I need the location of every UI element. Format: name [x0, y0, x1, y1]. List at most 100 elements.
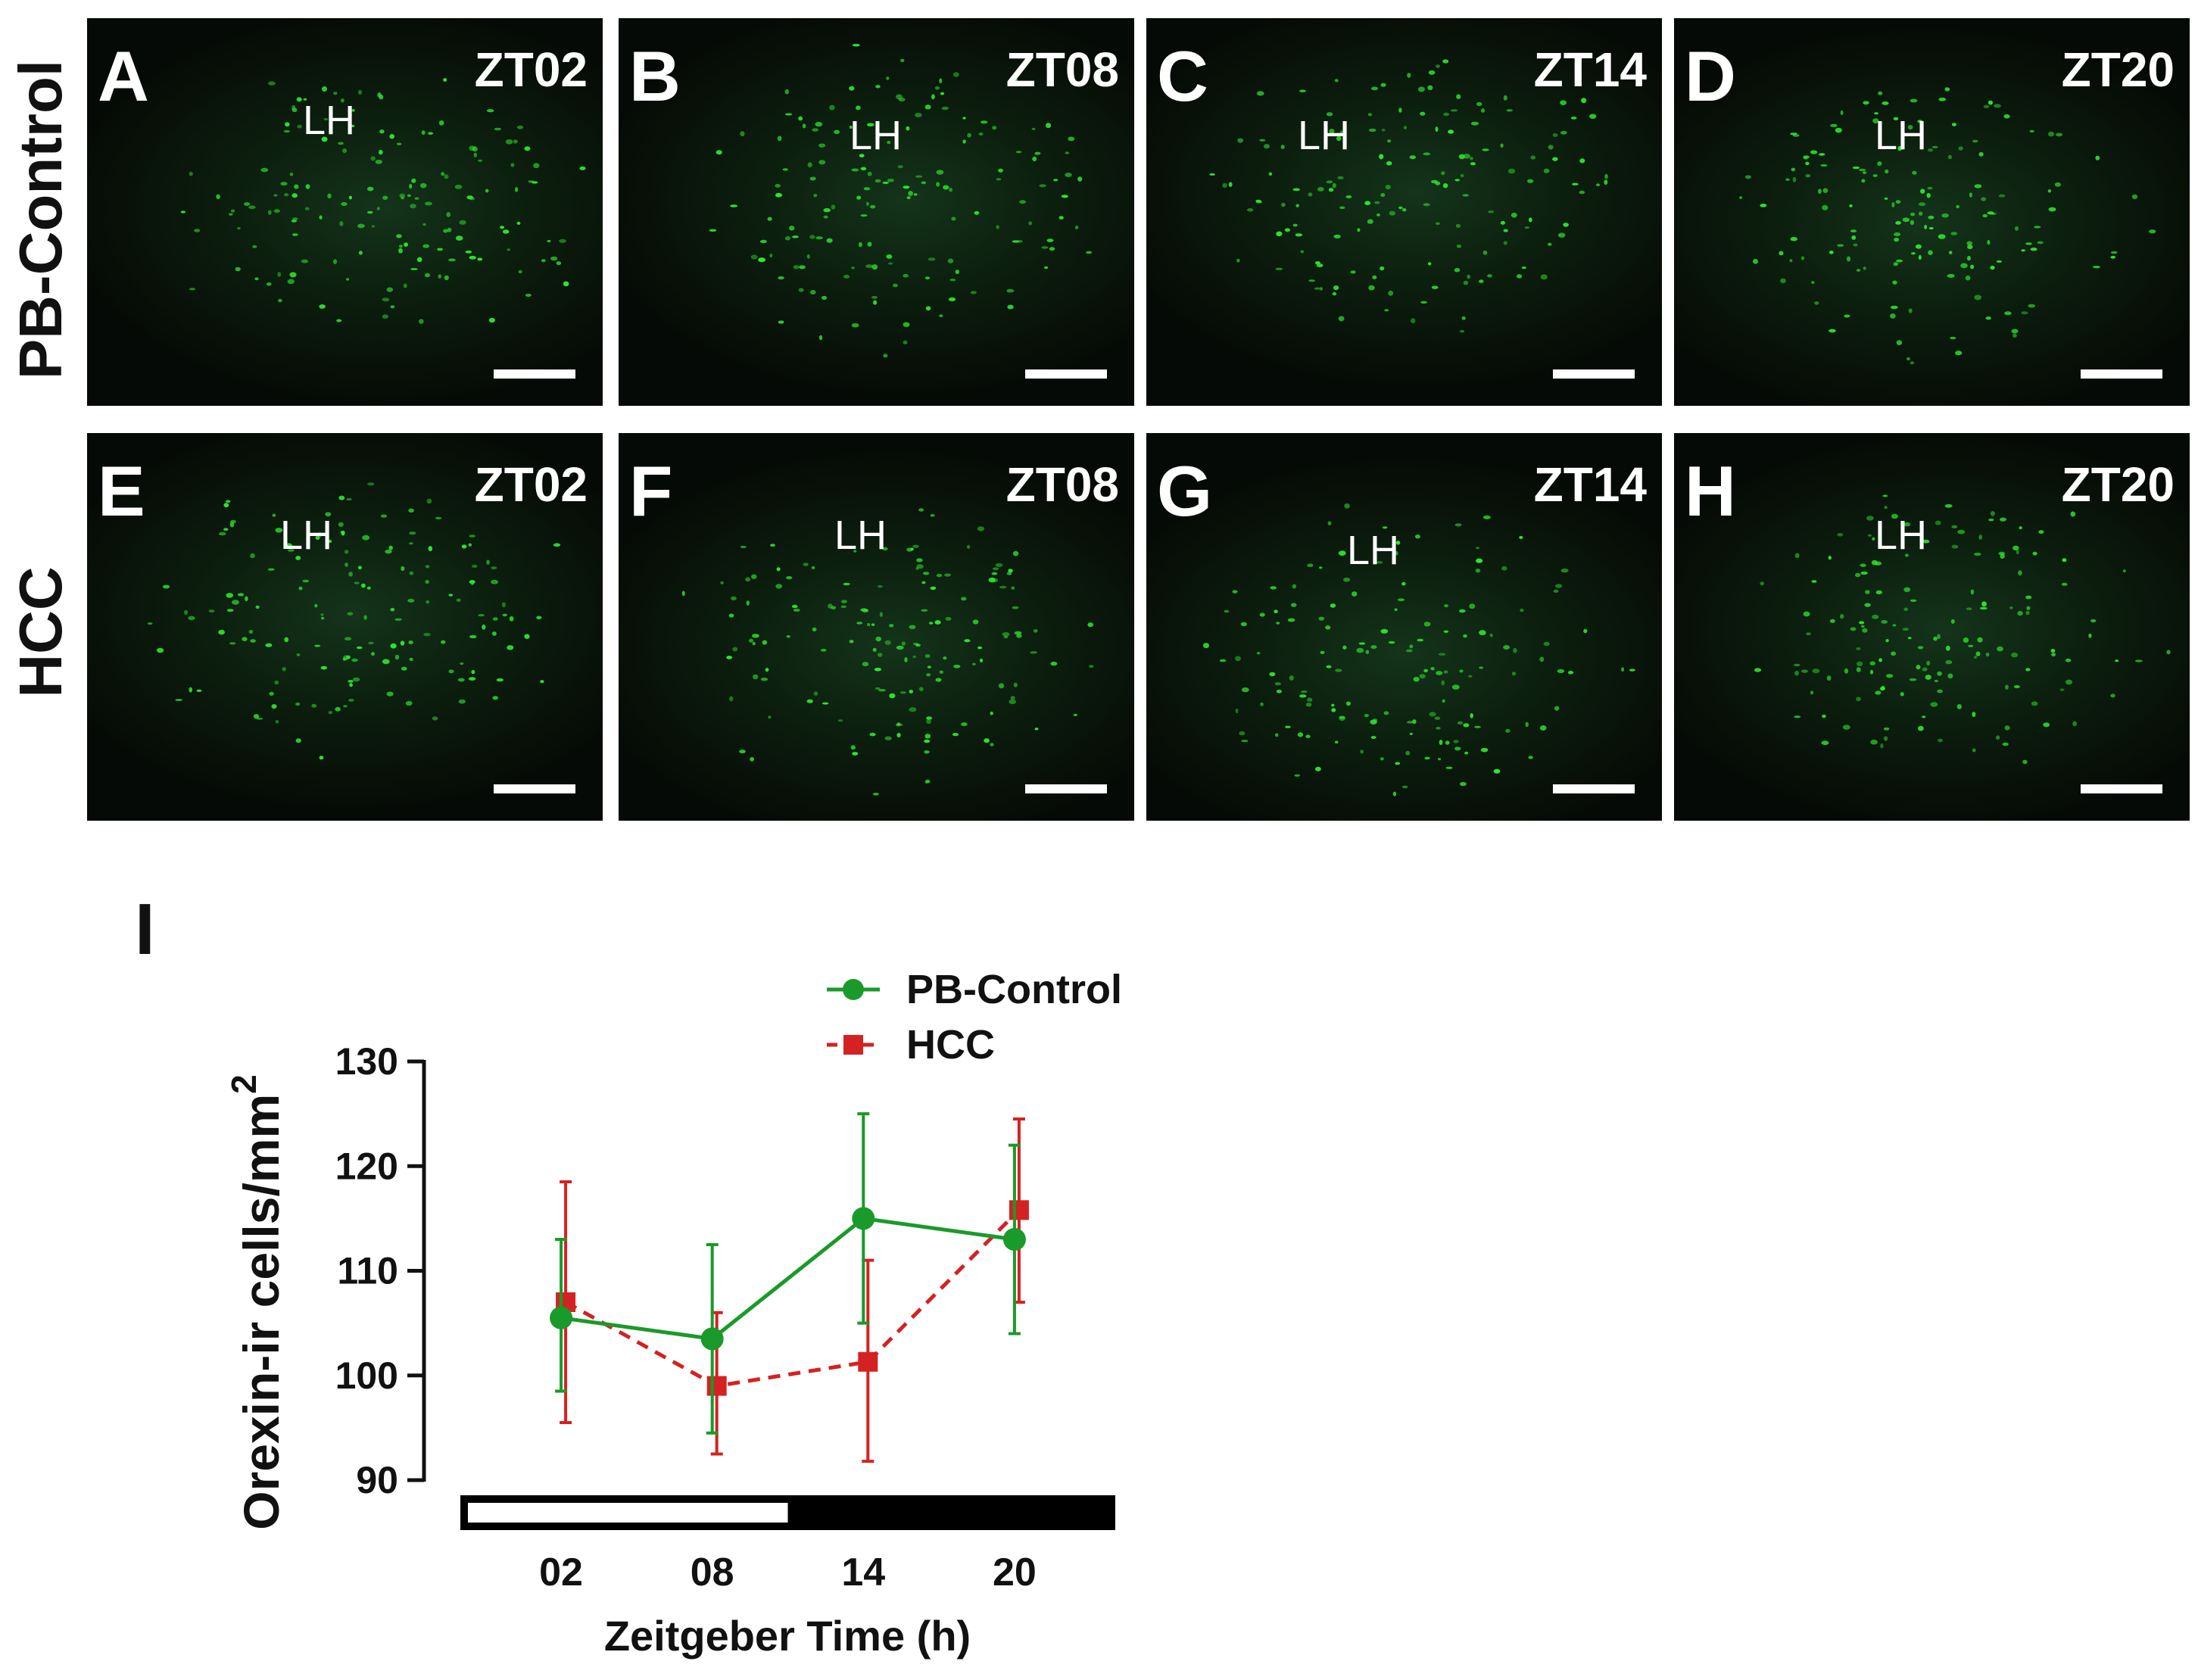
cell-dot: [407, 194, 411, 197]
cell-dot: [799, 265, 806, 270]
cell-dot: [1263, 144, 1270, 149]
cell-dot: [2013, 685, 2020, 688]
cell-dot: [1376, 214, 1380, 217]
cell-dot: [1869, 661, 1875, 665]
cell-dot: [1329, 129, 1335, 134]
series-line-hcc: [564, 1208, 1021, 1389]
cell-dot: [2019, 526, 2022, 530]
cell-dot: [882, 181, 889, 185]
cell-dot: [1459, 329, 1465, 333]
cell-dot: [752, 641, 756, 646]
cell-dot: [921, 181, 926, 185]
cell-dot: [1830, 123, 1838, 127]
cell-dot: [367, 482, 375, 486]
cell-dot: [496, 678, 504, 682]
cell-dot: [370, 652, 376, 656]
cell-dot: [884, 640, 891, 645]
tissue-background: [619, 433, 1134, 821]
cell-dot: [420, 182, 427, 189]
cell-dot: [1476, 101, 1482, 107]
cell-dot: [1443, 630, 1449, 633]
cell-dot: [2029, 129, 2034, 132]
orexin-cells: [1754, 494, 2171, 764]
cell-dot: [1779, 251, 1784, 256]
cell-dot: [1394, 608, 1398, 611]
cell-dot: [1629, 669, 1635, 672]
y-axis-label: Orexin-ir cells/mm2: [224, 1074, 289, 1530]
cell-dot: [1982, 214, 1988, 218]
cell-dot: [271, 704, 277, 709]
cell-dot: [1919, 211, 1923, 216]
cell-dot: [1301, 690, 1308, 694]
cell-dot: [851, 168, 859, 172]
cell-dot: [267, 81, 276, 86]
cell-dot: [943, 185, 949, 190]
cell-dot: [1507, 168, 1516, 174]
cell-dot: [1335, 669, 1342, 672]
cell-dot: [867, 171, 872, 176]
cell-dot: [1376, 560, 1383, 564]
cell-dot: [1398, 206, 1403, 210]
cell-dot: [924, 750, 930, 754]
cell-dot: [1922, 539, 1930, 544]
cell-dot: [459, 220, 466, 225]
cell-dot: [786, 576, 793, 580]
cell-dot: [1893, 262, 1899, 266]
cell-dot: [1402, 208, 1407, 212]
cell-dot: [1388, 290, 1394, 296]
legend-marker-hcc: [843, 1035, 863, 1055]
cell-dot: [1570, 117, 1577, 120]
cell-dot: [1337, 176, 1344, 179]
cell-dot: [2018, 570, 2022, 576]
cell-dot: [952, 733, 959, 737]
cell-dot: [1928, 215, 1935, 220]
cell-dot: [1894, 237, 1900, 242]
cell-dot: [541, 259, 546, 263]
cell-dot: [1560, 100, 1567, 105]
cell-dot: [1488, 210, 1495, 214]
cell-dot: [1328, 188, 1334, 192]
cell-dot: [962, 117, 966, 120]
cell-dot: [1885, 639, 1889, 643]
cell-dot: [409, 571, 414, 575]
cell-dot: [1307, 563, 1314, 567]
cell-dot: [284, 637, 289, 643]
cell-dot: [1990, 265, 1995, 270]
cell-dot: [1973, 553, 1981, 556]
cell-dot: [883, 354, 888, 358]
orexin-cells: [709, 43, 1093, 358]
cell-dot: [936, 182, 940, 187]
cell-dot: [776, 567, 781, 572]
cell-dot: [1326, 665, 1332, 669]
cell-dot: [1884, 506, 1888, 510]
data-point-hcc: [1009, 1200, 1029, 1220]
cell-dot: [1292, 188, 1300, 192]
cell-dot: [1604, 179, 1608, 185]
cell-dot: [1958, 146, 1963, 151]
cell-dot: [1621, 667, 1625, 672]
micrograph-panel: B ZT08 LH: [619, 18, 1134, 406]
cell-dot: [1370, 736, 1376, 739]
cell-dot: [441, 172, 445, 176]
cell-dot: [1882, 494, 1888, 497]
cell-dot: [1427, 85, 1433, 91]
cell-dot: [422, 223, 426, 226]
cell-dot: [893, 283, 898, 288]
cell-dot: [860, 214, 868, 217]
cell-dot: [302, 579, 310, 583]
cell-dot: [1319, 287, 1323, 291]
zt-label: ZT02: [474, 42, 588, 97]
cell-dot: [1878, 91, 1883, 95]
cell-dot: [1988, 519, 1994, 522]
cell-dot: [328, 711, 333, 715]
light-phase-bar: [468, 1503, 788, 1523]
cell-dot: [1856, 647, 1861, 650]
cell-dot: [1861, 179, 1866, 183]
cell-dot: [1236, 258, 1240, 263]
cell-dot: [851, 323, 859, 328]
cell-dot: [401, 666, 407, 671]
cell-dot: [1448, 129, 1454, 134]
cell-dot: [1417, 638, 1424, 642]
cell-dot: [208, 609, 215, 613]
cell-dot: [1589, 114, 1597, 119]
